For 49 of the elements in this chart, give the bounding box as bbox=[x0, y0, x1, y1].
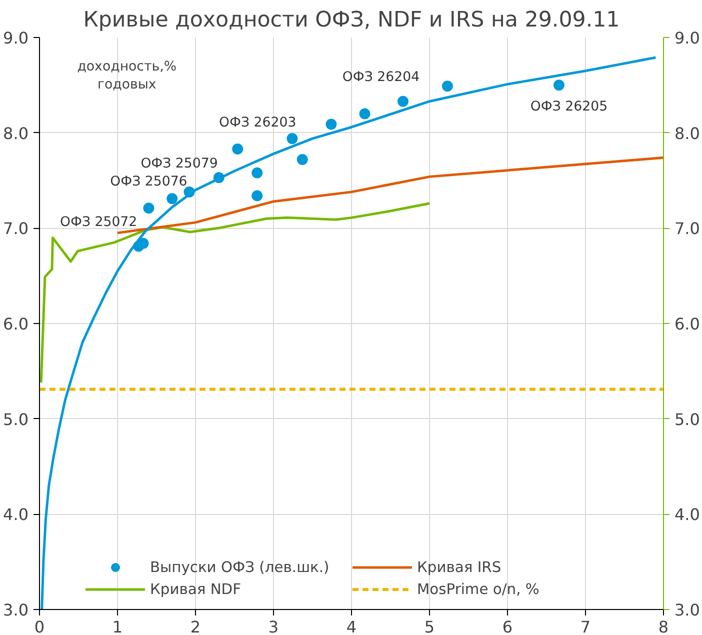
point bbox=[442, 80, 453, 92]
annotation: ОФЗ 25076 bbox=[110, 174, 188, 190]
legend-label: Кривая NDF bbox=[150, 580, 242, 598]
point bbox=[232, 144, 244, 155]
point bbox=[326, 118, 337, 130]
point bbox=[286, 133, 298, 144]
legend-label: MosPrime o/n, % bbox=[417, 580, 540, 598]
point bbox=[359, 108, 370, 120]
y2-tick-label: 8.0 bbox=[674, 124, 700, 143]
y-tick-label: 3.0 bbox=[3, 600, 29, 620]
annotation: ОФЗ 26204 bbox=[342, 70, 420, 85]
x-tick-label: 3 bbox=[268, 618, 279, 635]
point bbox=[252, 167, 263, 178]
x-tick-label: 4 bbox=[346, 618, 357, 635]
y-tick-label: 8.0 bbox=[3, 124, 29, 143]
legend-label: Кривая IRS bbox=[417, 558, 502, 576]
y-tick-label: 7.0 bbox=[3, 219, 29, 238]
annotation: ОФЗ 26203 bbox=[219, 116, 296, 131]
point bbox=[296, 154, 308, 166]
y2-tick-label: 7.0 bbox=[674, 219, 700, 238]
x-tick-label: 1 bbox=[112, 618, 123, 635]
x-tick-label: 0 bbox=[34, 618, 45, 635]
x-tick-label: 8 bbox=[658, 618, 669, 635]
y-axis-title: доходность,% годовых bbox=[77, 60, 177, 92]
x-tick-label: 2 bbox=[190, 618, 201, 635]
point bbox=[553, 80, 564, 91]
y2-tick-label: 4.0 bbox=[674, 505, 700, 524]
annotation: ОФЗ 25072 bbox=[60, 214, 138, 230]
x-tick-label: 6 bbox=[502, 618, 513, 635]
point bbox=[252, 190, 263, 202]
line-series bbox=[40, 56, 657, 610]
line-series bbox=[40, 202, 431, 384]
chart-title: Кривые доходности ОФЗ, NDF и IRS на 29.09.11 bbox=[83, 8, 620, 32]
point bbox=[143, 202, 154, 214]
y-tick-label: 6.0 bbox=[3, 314, 29, 334]
point bbox=[397, 96, 408, 107]
y2-tick-label: 6.0 bbox=[674, 314, 700, 334]
y-tick-label: 9.0 bbox=[3, 28, 29, 48]
y-tick-label: 5.0 bbox=[3, 410, 29, 429]
y2-tick-label: 9.0 bbox=[674, 28, 700, 48]
x-tick-label: 7 bbox=[580, 618, 591, 635]
y2-tick-label: 3.0 bbox=[674, 600, 700, 620]
annotation: ОФЗ 26205 bbox=[530, 100, 608, 115]
x-tick-label: 5 bbox=[424, 618, 435, 635]
point bbox=[166, 193, 178, 204]
y2-tick-label: 5.0 bbox=[674, 410, 700, 429]
y-tick-label: 4.0 bbox=[3, 505, 29, 524]
annotation: ОФЗ 25079 bbox=[140, 156, 218, 172]
legend-label: Выпуски ОФЗ (лев.шк.) bbox=[150, 558, 330, 576]
